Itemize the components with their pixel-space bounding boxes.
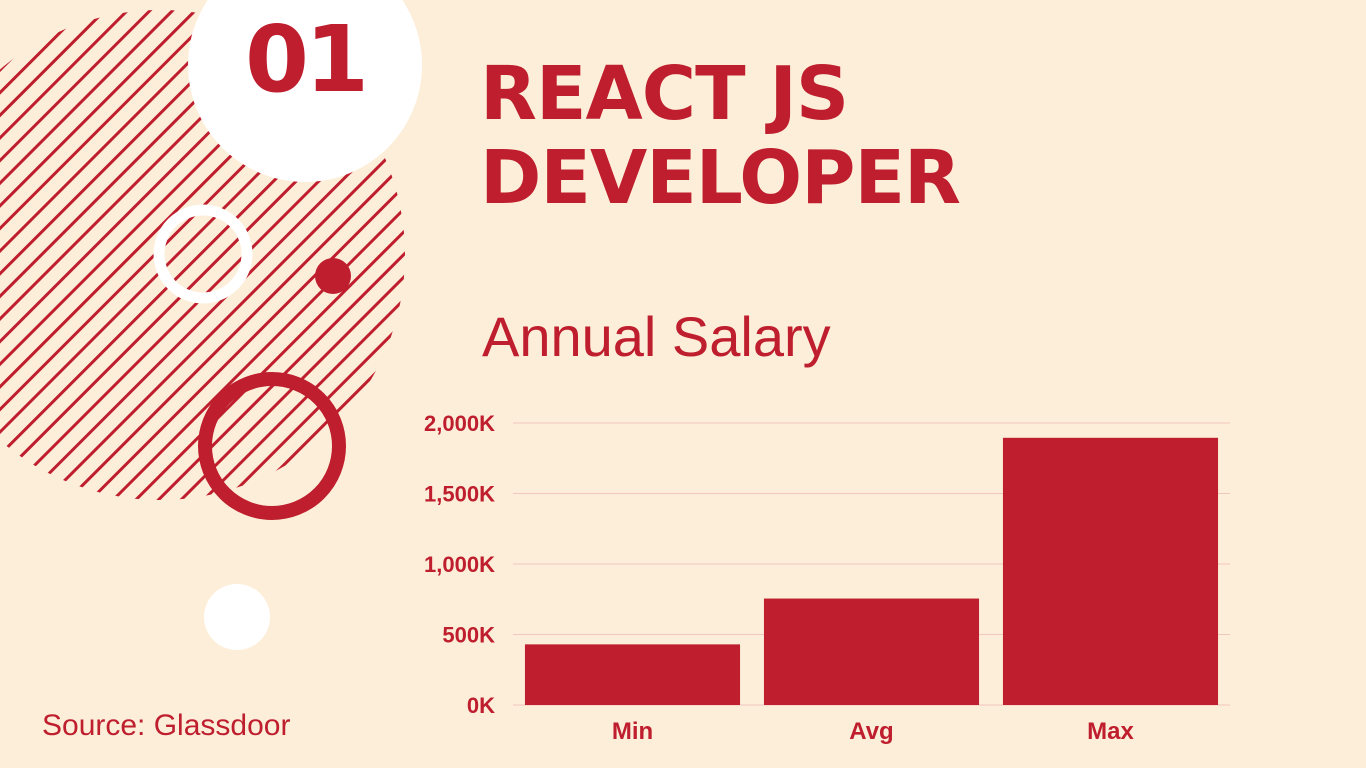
chart-x-axis: Min Avg Max — [612, 718, 1135, 745]
white-dot-shape — [204, 584, 270, 650]
chart-bars — [524, 437, 1219, 705]
bar-max — [1002, 437, 1219, 705]
title-line-2: DEVELOPER — [480, 135, 961, 221]
x-tick-label: Max — [1087, 718, 1134, 745]
x-tick-label: Avg — [849, 718, 893, 745]
x-tick-label: Min — [612, 718, 653, 745]
source-caption: Source: Glassdoor — [42, 709, 291, 742]
bar-avg — [763, 598, 980, 705]
title-line-1: REACT JS — [480, 51, 849, 137]
y-tick-label: 2,000K — [424, 411, 495, 436]
number-badge-circle — [188, 0, 422, 182]
chart-title: Annual Salary — [482, 305, 831, 368]
bar-min — [524, 644, 741, 705]
y-tick-label: 0K — [467, 693, 495, 718]
y-tick-label: 1,000K — [424, 552, 495, 577]
y-tick-label: 1,500K — [424, 482, 495, 507]
chart-y-axis: 0K 500K 1,000K 1,500K 2,000K — [424, 411, 495, 718]
red-dot-shape — [315, 258, 351, 294]
white-ring-shape — [153, 204, 253, 304]
slide-number: 01 — [244, 6, 369, 113]
y-tick-label: 500K — [442, 623, 495, 648]
red-ring-shape — [198, 372, 346, 520]
salary-bar-chart: 0K 500K 1,000K 1,500K 2,000K Min Avg Max — [424, 411, 1230, 745]
page-title: REACT JS DEVELOPER — [480, 51, 961, 221]
